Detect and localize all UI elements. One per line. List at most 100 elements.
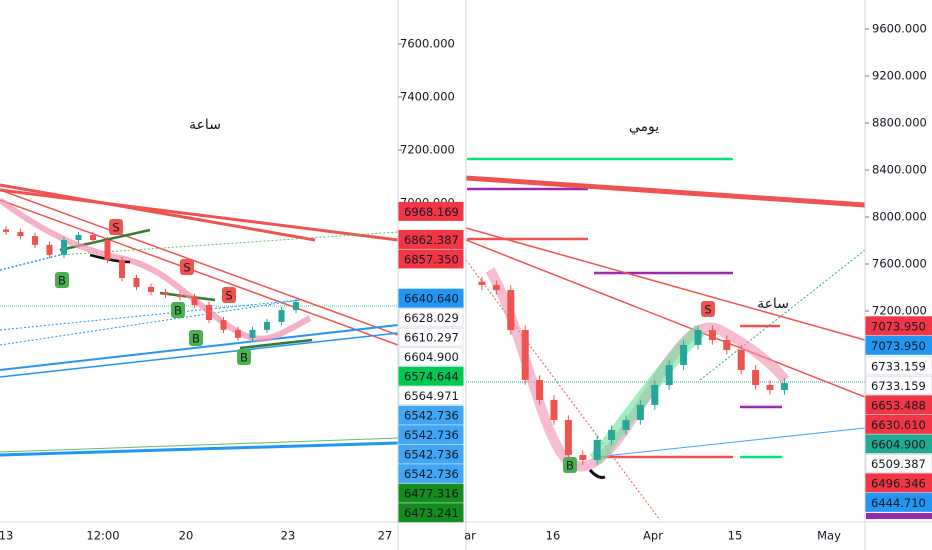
price-tag <box>865 473 932 493</box>
signal-label: B <box>240 351 248 365</box>
annotation: ساعة <box>757 296 789 312</box>
x-tick-label: 15 <box>728 529 743 543</box>
price-tag-label: 6542.736 <box>404 448 459 462</box>
candle-body <box>507 289 515 331</box>
price-tag-label: 6444.710 <box>871 496 926 510</box>
price-tag <box>398 503 464 523</box>
price-tag-label: 6574.644 <box>404 370 459 384</box>
candle-body <box>177 294 183 298</box>
price-tag-label: 6564.971 <box>404 389 459 403</box>
price-tag <box>865 492 932 512</box>
signal-label: B <box>192 332 200 346</box>
candle-body <box>723 340 731 350</box>
price-tag-label: 6604.900 <box>404 350 459 364</box>
trend-line <box>0 189 398 336</box>
trend-line <box>466 239 865 398</box>
price-tag <box>865 414 932 434</box>
candle-body <box>708 330 716 341</box>
dotted-line <box>0 299 301 331</box>
price-tag <box>865 395 932 415</box>
y-tick-label: 7400.000 <box>400 89 455 103</box>
signal-label: S <box>704 303 711 317</box>
price-tag-label: 7073.950 <box>871 319 926 333</box>
price-tag <box>398 444 464 464</box>
candle-body <box>622 420 630 431</box>
price-tag <box>398 483 464 503</box>
candle-body <box>220 320 227 330</box>
candle-body <box>550 399 558 421</box>
x-tick-label: May <box>817 529 841 543</box>
candle-body <box>593 439 601 460</box>
candle-body <box>148 286 154 293</box>
x-tick-label: 12:00 <box>86 529 119 543</box>
price-tag-label: 6610.297 <box>404 331 459 345</box>
ribbon <box>588 468 606 479</box>
left-pane <box>0 183 398 457</box>
ribbon <box>89 253 131 264</box>
trend-line <box>0 332 398 378</box>
price-tag <box>398 201 464 221</box>
signal-badge <box>189 330 203 346</box>
annotation: ساعة <box>189 117 221 133</box>
candle-body <box>608 430 616 440</box>
dotted-line <box>0 299 301 346</box>
y-tick-label: 7200.000 <box>400 142 455 156</box>
candle-body <box>119 259 125 278</box>
price-tag-label: 6509.387 <box>871 457 926 471</box>
price-tag <box>398 464 464 484</box>
candle-body <box>293 302 299 311</box>
candle-body <box>564 420 572 456</box>
price-tag <box>398 347 464 367</box>
price-tag-label: 6640.640 <box>404 292 459 306</box>
price-tag-label: 6542.736 <box>404 467 459 481</box>
y-tick-label: 8000.000 <box>872 210 927 224</box>
signal-badge <box>237 349 251 365</box>
ribbon <box>0 197 312 342</box>
price-tag <box>865 434 932 454</box>
signal-label: B <box>566 459 574 473</box>
candle-body <box>75 235 82 241</box>
x-tick-label: 27 <box>378 529 393 543</box>
candle-body <box>162 292 169 295</box>
x-tick-label: 23 <box>281 529 296 543</box>
price-tag-label: 6496.346 <box>871 476 926 490</box>
candle-body <box>536 379 544 400</box>
price-tag <box>398 405 464 425</box>
price-tag <box>865 356 932 376</box>
signal-badge <box>563 457 577 473</box>
price-tag <box>398 249 464 269</box>
candle-body <box>478 281 486 286</box>
trend-line <box>239 338 313 350</box>
y-tick-label: 9600.000 <box>872 22 927 36</box>
candle-body <box>90 235 96 241</box>
price-tag <box>398 327 464 347</box>
candle-body <box>521 330 529 380</box>
signal-badge <box>222 287 236 303</box>
tag-strip <box>866 513 932 519</box>
y-tick-label: 7200.000 <box>872 303 927 317</box>
y-tick-label: 9200.000 <box>872 69 927 83</box>
candle-body <box>579 455 587 460</box>
trend-line <box>594 427 865 458</box>
price-tag <box>865 335 932 355</box>
x-tick-label: 13 <box>0 529 13 543</box>
price-tag-label: 6542.736 <box>404 428 459 442</box>
signal-badge <box>109 219 123 235</box>
trend-line <box>0 441 398 457</box>
price-tag-label: 6968.169 <box>404 205 459 219</box>
y-tick-label: 7600.000 <box>400 36 455 50</box>
price-tag-label: 6630.610 <box>871 418 926 432</box>
price-tag-label: 6862.387 <box>404 233 459 247</box>
dotted-line <box>466 259 661 521</box>
signal-label: B <box>58 274 66 288</box>
candle-body <box>636 404 644 421</box>
candle-body <box>133 277 140 287</box>
price-tag-label: 6857.350 <box>404 252 459 266</box>
price-tag <box>865 453 932 473</box>
signal-label: B <box>174 304 182 318</box>
candle-body <box>206 304 212 321</box>
price-tag <box>398 288 464 308</box>
marks: 7600.0007400.0007200.0007000.0001312:002… <box>0 22 932 543</box>
price-tag <box>398 229 464 249</box>
